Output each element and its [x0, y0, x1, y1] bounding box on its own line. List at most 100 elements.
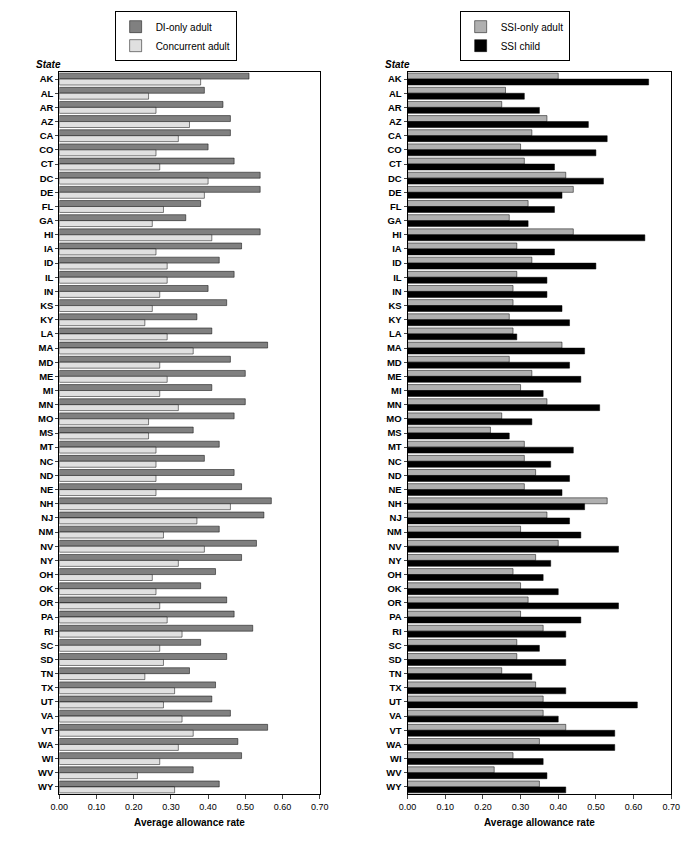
svg-text:KY: KY — [40, 314, 54, 325]
svg-text:HI: HI — [44, 229, 54, 240]
svg-text:0.70: 0.70 — [662, 802, 680, 812]
svg-text:ND: ND — [388, 470, 402, 481]
svg-text:WV: WV — [38, 767, 54, 778]
svg-text:0.10: 0.10 — [436, 802, 454, 812]
svg-text:WI: WI — [42, 753, 54, 764]
svg-text:SD: SD — [388, 654, 401, 665]
svg-text:KS: KS — [40, 300, 53, 311]
svg-text:IL: IL — [393, 272, 402, 283]
svg-text:Average allowance rate: Average allowance rate — [134, 817, 245, 828]
svg-text:KS: KS — [388, 300, 401, 311]
svg-text:CT: CT — [41, 158, 54, 169]
svg-text:UT: UT — [41, 696, 54, 707]
svg-text:OR: OR — [387, 597, 401, 608]
svg-text:LA: LA — [41, 328, 54, 339]
svg-text:NE: NE — [388, 484, 401, 495]
svg-text:IA: IA — [392, 243, 402, 254]
svg-text:WI: WI — [390, 753, 402, 764]
svg-text:NC: NC — [388, 456, 402, 467]
svg-text:MI: MI — [391, 385, 402, 396]
svg-text:0.60: 0.60 — [625, 802, 643, 812]
svg-text:IA: IA — [44, 243, 54, 254]
svg-text:DE: DE — [40, 187, 53, 198]
svg-text:DE: DE — [388, 187, 401, 198]
svg-text:ND: ND — [40, 470, 54, 481]
svg-text:TN: TN — [389, 668, 402, 679]
svg-text:NJ: NJ — [390, 512, 402, 523]
svg-text:0.40: 0.40 — [199, 802, 217, 812]
svg-text:OK: OK — [39, 583, 53, 594]
svg-text:0.20: 0.20 — [125, 802, 143, 812]
svg-text:DI-only adult: DI-only adult — [156, 22, 212, 33]
svg-text:VA: VA — [389, 710, 402, 721]
svg-text:AR: AR — [40, 102, 54, 113]
svg-text:CO: CO — [387, 144, 401, 155]
svg-text:SSI child: SSI child — [501, 41, 540, 52]
svg-text:FL: FL — [42, 201, 54, 212]
svg-text:NC: NC — [40, 456, 54, 467]
svg-text:NM: NM — [39, 526, 54, 537]
svg-text:NY: NY — [40, 555, 54, 566]
svg-text:SSI-only adult: SSI-only adult — [501, 22, 563, 33]
svg-text:UT: UT — [389, 696, 402, 707]
svg-text:0.00: 0.00 — [399, 802, 417, 812]
svg-text:TX: TX — [41, 682, 54, 693]
svg-text:NE: NE — [40, 484, 53, 495]
svg-text:CA: CA — [40, 130, 54, 141]
svg-text:State: State — [385, 59, 410, 70]
svg-text:WY: WY — [386, 781, 402, 792]
svg-text:0.60: 0.60 — [274, 802, 292, 812]
svg-text:ID: ID — [44, 257, 54, 268]
svg-text:AZ: AZ — [389, 116, 402, 127]
svg-text:CO: CO — [39, 144, 53, 155]
svg-text:FL: FL — [390, 201, 402, 212]
svg-text:VT: VT — [41, 725, 53, 736]
svg-text:MN: MN — [387, 399, 402, 410]
svg-text:WA: WA — [386, 739, 401, 750]
svg-text:TX: TX — [390, 682, 403, 693]
svg-text:0.30: 0.30 — [162, 802, 180, 812]
svg-text:0.10: 0.10 — [88, 802, 106, 812]
svg-text:NY: NY — [388, 555, 402, 566]
svg-text:MD: MD — [387, 357, 402, 368]
svg-text:CT: CT — [389, 158, 402, 169]
svg-text:0.00: 0.00 — [51, 802, 69, 812]
svg-text:AK: AK — [388, 73, 402, 84]
svg-text:NM: NM — [387, 526, 402, 537]
svg-text:MS: MS — [39, 427, 53, 438]
svg-text:0.20: 0.20 — [474, 802, 492, 812]
svg-text:VA: VA — [41, 710, 54, 721]
svg-text:SC: SC — [40, 640, 53, 651]
svg-text:0.40: 0.40 — [549, 802, 567, 812]
svg-text:TN: TN — [41, 668, 54, 679]
svg-text:Concurrent adult: Concurrent adult — [156, 41, 230, 52]
svg-text:RI: RI — [392, 626, 402, 637]
svg-text:DC: DC — [388, 173, 402, 184]
svg-text:KY: KY — [388, 314, 402, 325]
svg-text:GA: GA — [39, 215, 53, 226]
svg-text:AL: AL — [389, 88, 402, 99]
svg-text:SD: SD — [40, 654, 53, 665]
svg-text:NJ: NJ — [41, 512, 53, 523]
svg-text:MI: MI — [43, 385, 54, 396]
svg-text:MD: MD — [39, 357, 54, 368]
svg-text:PA: PA — [389, 611, 402, 622]
svg-text:MT: MT — [40, 441, 54, 452]
svg-text:MA: MA — [39, 342, 54, 353]
svg-text:IN: IN — [392, 286, 402, 297]
svg-text:OH: OH — [387, 569, 401, 580]
svg-text:WY: WY — [38, 781, 54, 792]
svg-text:MS: MS — [387, 427, 401, 438]
svg-text:NV: NV — [40, 541, 54, 552]
svg-text:WV: WV — [386, 767, 402, 778]
svg-text:WA: WA — [38, 739, 53, 750]
svg-text:0.70: 0.70 — [311, 802, 329, 812]
svg-text:AL: AL — [41, 88, 54, 99]
svg-text:AK: AK — [40, 73, 54, 84]
svg-text:OH: OH — [39, 569, 53, 580]
svg-text:SC: SC — [388, 640, 401, 651]
svg-text:RI: RI — [44, 626, 54, 637]
svg-text:PA: PA — [41, 611, 54, 622]
svg-text:ME: ME — [387, 371, 401, 382]
svg-text:GA: GA — [387, 215, 401, 226]
